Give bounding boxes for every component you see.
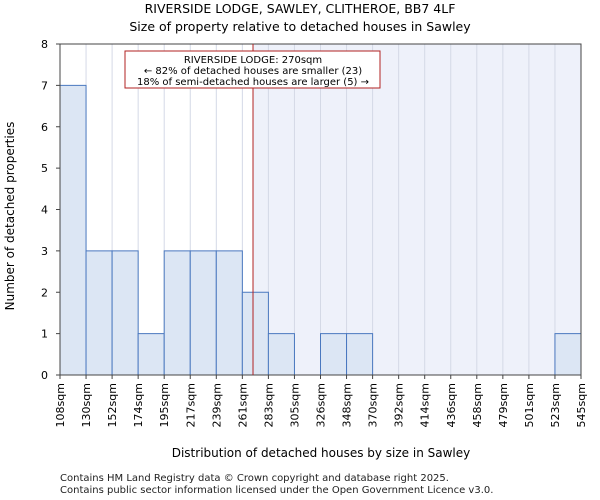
footer-line-1: Contains HM Land Registry data © Crown c… xyxy=(60,473,449,484)
histogram-bar xyxy=(163,250,191,376)
x-tick-label: 545sqm xyxy=(575,383,588,427)
y-tick-label: 3 xyxy=(41,245,48,258)
x-tick-label: 108sqm xyxy=(54,383,67,427)
x-tick-label: 326sqm xyxy=(315,383,328,427)
histogram-bar xyxy=(111,250,139,376)
larger-region-shade xyxy=(253,44,581,375)
annotation-line-1: RIVERSIDE LODGE: 270sqm xyxy=(184,55,322,66)
y-tick-label: 0 xyxy=(41,369,48,382)
y-tick-layer: 0 1 2 3 4 5 6 7 8 xyxy=(41,38,60,382)
x-tick-label: 239sqm xyxy=(210,383,223,427)
x-tick-label: 370sqm xyxy=(367,383,380,427)
x-tick-label: 195sqm xyxy=(158,383,171,427)
y-tick-label: 5 xyxy=(41,162,48,175)
x-tick-label: 261sqm xyxy=(236,383,249,427)
histogram-bar xyxy=(267,333,295,376)
y-tick-label: 6 xyxy=(41,121,48,134)
histogram-bar xyxy=(59,84,87,376)
y-axis-label: Number of detached properties xyxy=(3,122,17,311)
x-tick-label: 479sqm xyxy=(497,383,510,427)
chart-title: RIVERSIDE LODGE, SAWLEY, CLITHEROE, BB7 … xyxy=(144,1,456,16)
annotation-line-2: ← 82% of detached houses are smaller (23… xyxy=(144,66,362,77)
histogram-bar xyxy=(215,250,243,376)
histogram-bar xyxy=(137,333,165,376)
y-tick-label: 7 xyxy=(41,79,48,92)
footer-line-2: Contains public sector information licen… xyxy=(60,485,494,496)
x-tick-label: 414sqm xyxy=(419,383,432,427)
x-tick-label: 130sqm xyxy=(80,383,93,427)
x-tick-label: 305sqm xyxy=(288,383,301,427)
x-tick-label: 523sqm xyxy=(549,383,562,427)
x-tick-label: 436sqm xyxy=(445,383,458,427)
annotation-box: RIVERSIDE LODGE: 270sqm ← 82% of detache… xyxy=(124,50,381,89)
histogram-bar xyxy=(241,291,269,376)
x-tick-label: 217sqm xyxy=(184,383,197,427)
x-tick-label: 458sqm xyxy=(471,383,484,427)
shade-layer xyxy=(253,44,581,375)
annotation-frame xyxy=(124,50,381,89)
x-tick-layer: 108sqm 130sqm 152sqm 174sqm 195sqm 217sqm 239s… xyxy=(54,375,588,427)
histogram-bar xyxy=(554,333,582,376)
annotation-line-3: 18% of semi-detached houses are larger (… xyxy=(137,77,369,88)
y-tick-label: 1 xyxy=(41,328,48,341)
y-tick-label: 2 xyxy=(41,286,48,299)
histogram-bar xyxy=(85,250,113,376)
y-tick-label: 8 xyxy=(41,38,48,51)
chart-subtitle: Size of property relative to detached ho… xyxy=(129,19,471,34)
histogram-bar xyxy=(346,333,374,376)
histogram-bar xyxy=(189,250,217,376)
y-tick-label: 4 xyxy=(41,204,48,217)
x-tick-label: 152sqm xyxy=(106,383,119,427)
x-tick-label: 283sqm xyxy=(262,383,275,427)
x-tick-label: 501sqm xyxy=(523,383,536,427)
x-tick-label: 392sqm xyxy=(393,383,406,427)
x-tick-label: 348sqm xyxy=(341,383,354,427)
x-axis-label: Distribution of detached houses by size … xyxy=(172,446,471,460)
bar-layer xyxy=(59,84,582,376)
x-tick-label: 174sqm xyxy=(132,383,145,427)
histogram-bar xyxy=(320,333,348,376)
